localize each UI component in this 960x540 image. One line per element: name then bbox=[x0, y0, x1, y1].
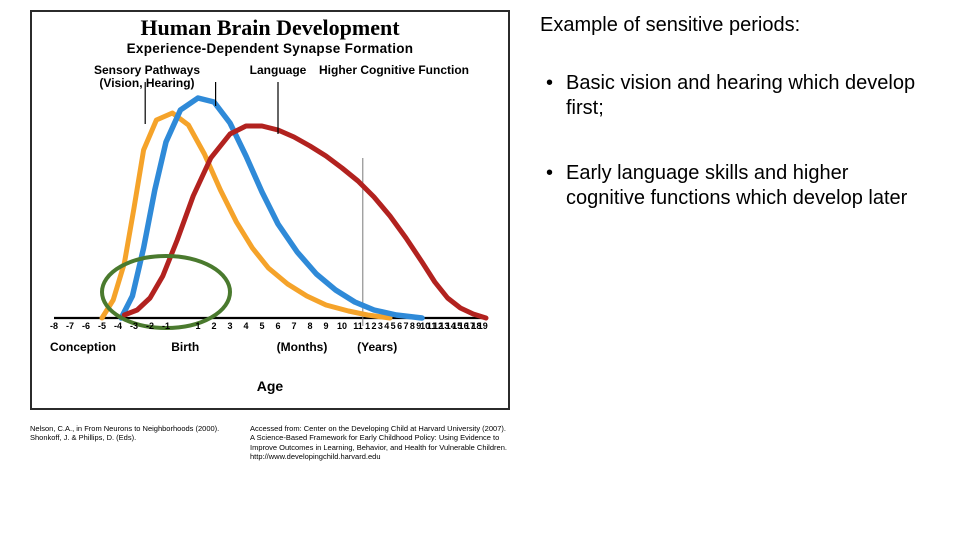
series-curve bbox=[124, 126, 486, 318]
bullet-list: Basic vision and hearing which develop f… bbox=[540, 71, 930, 211]
tick-label: 5 bbox=[259, 321, 264, 331]
tick-label: 6 bbox=[275, 321, 280, 331]
text-panel: Example of sensitive periods: Basic visi… bbox=[530, 0, 960, 540]
series-legend: Sensory Pathways(Vision, Hearing) Languag… bbox=[32, 64, 508, 92]
series-label: Higher Cognitive Function bbox=[319, 64, 469, 77]
citation-right: Accessed from: Center on the Developing … bbox=[250, 424, 510, 462]
chart-frame: Human Brain Development Experience-Depen… bbox=[30, 10, 510, 410]
axis-marker: Birth bbox=[171, 340, 199, 354]
tick-label: 9 bbox=[323, 321, 328, 331]
axis-title: Age bbox=[257, 378, 283, 394]
tick-label: 3 bbox=[378, 321, 383, 331]
axis-marker: (Months) bbox=[277, 340, 328, 354]
series-curve bbox=[121, 98, 422, 318]
tick-label: 10 bbox=[337, 321, 347, 331]
tick-label: 7 bbox=[403, 321, 408, 331]
citation-block: Nelson, C.A., in From Neurons to Neighbo… bbox=[30, 424, 510, 462]
tick-label: 5 bbox=[391, 321, 396, 331]
bullet-item: Early language skills and higher cogniti… bbox=[540, 161, 930, 211]
tick-label: -5 bbox=[98, 321, 106, 331]
tick-label: 7 bbox=[291, 321, 296, 331]
chart-svg bbox=[54, 118, 486, 342]
tick-label: -8 bbox=[50, 321, 58, 331]
tick-label: 1 bbox=[365, 321, 370, 331]
chart-title: Human Brain Development bbox=[32, 16, 508, 39]
tick-label: 8 bbox=[410, 321, 415, 331]
axis-marker: Conception bbox=[50, 340, 116, 354]
tick-label: -2 bbox=[146, 321, 154, 331]
series-label: Language bbox=[250, 64, 307, 77]
tick-label: 4 bbox=[384, 321, 389, 331]
series-label: Sensory Pathways(Vision, Hearing) bbox=[94, 64, 200, 90]
tick-label: -6 bbox=[82, 321, 90, 331]
tick-label: -7 bbox=[66, 321, 74, 331]
citation-left: Nelson, C.A., in From Neurons to Neighbo… bbox=[30, 424, 230, 462]
tick-label: 2 bbox=[211, 321, 216, 331]
figure-panel: Human Brain Development Experience-Depen… bbox=[0, 0, 530, 540]
tick-label: 19 bbox=[478, 321, 488, 331]
axis-marker: (Years) bbox=[357, 340, 397, 354]
tick-label: 6 bbox=[397, 321, 402, 331]
tick-label: 11 bbox=[353, 321, 363, 331]
chart-subtitle: Experience-Dependent Synapse Formation bbox=[32, 41, 508, 56]
bullet-item: Basic vision and hearing which develop f… bbox=[540, 71, 930, 121]
tick-label: 1 bbox=[195, 321, 200, 331]
tick-label: 4 bbox=[243, 321, 248, 331]
slide-heading: Example of sensitive periods: bbox=[540, 14, 930, 37]
tick-label: -1 bbox=[162, 321, 170, 331]
chart-plot: -8-7-6-5-4-3-2-1123456789101112345678910… bbox=[54, 118, 486, 338]
tick-label: 2 bbox=[371, 321, 376, 331]
tick-label: -4 bbox=[114, 321, 122, 331]
series-curve bbox=[102, 113, 390, 318]
tick-label: 8 bbox=[307, 321, 312, 331]
tick-label: 3 bbox=[227, 321, 232, 331]
tick-label: -3 bbox=[130, 321, 138, 331]
